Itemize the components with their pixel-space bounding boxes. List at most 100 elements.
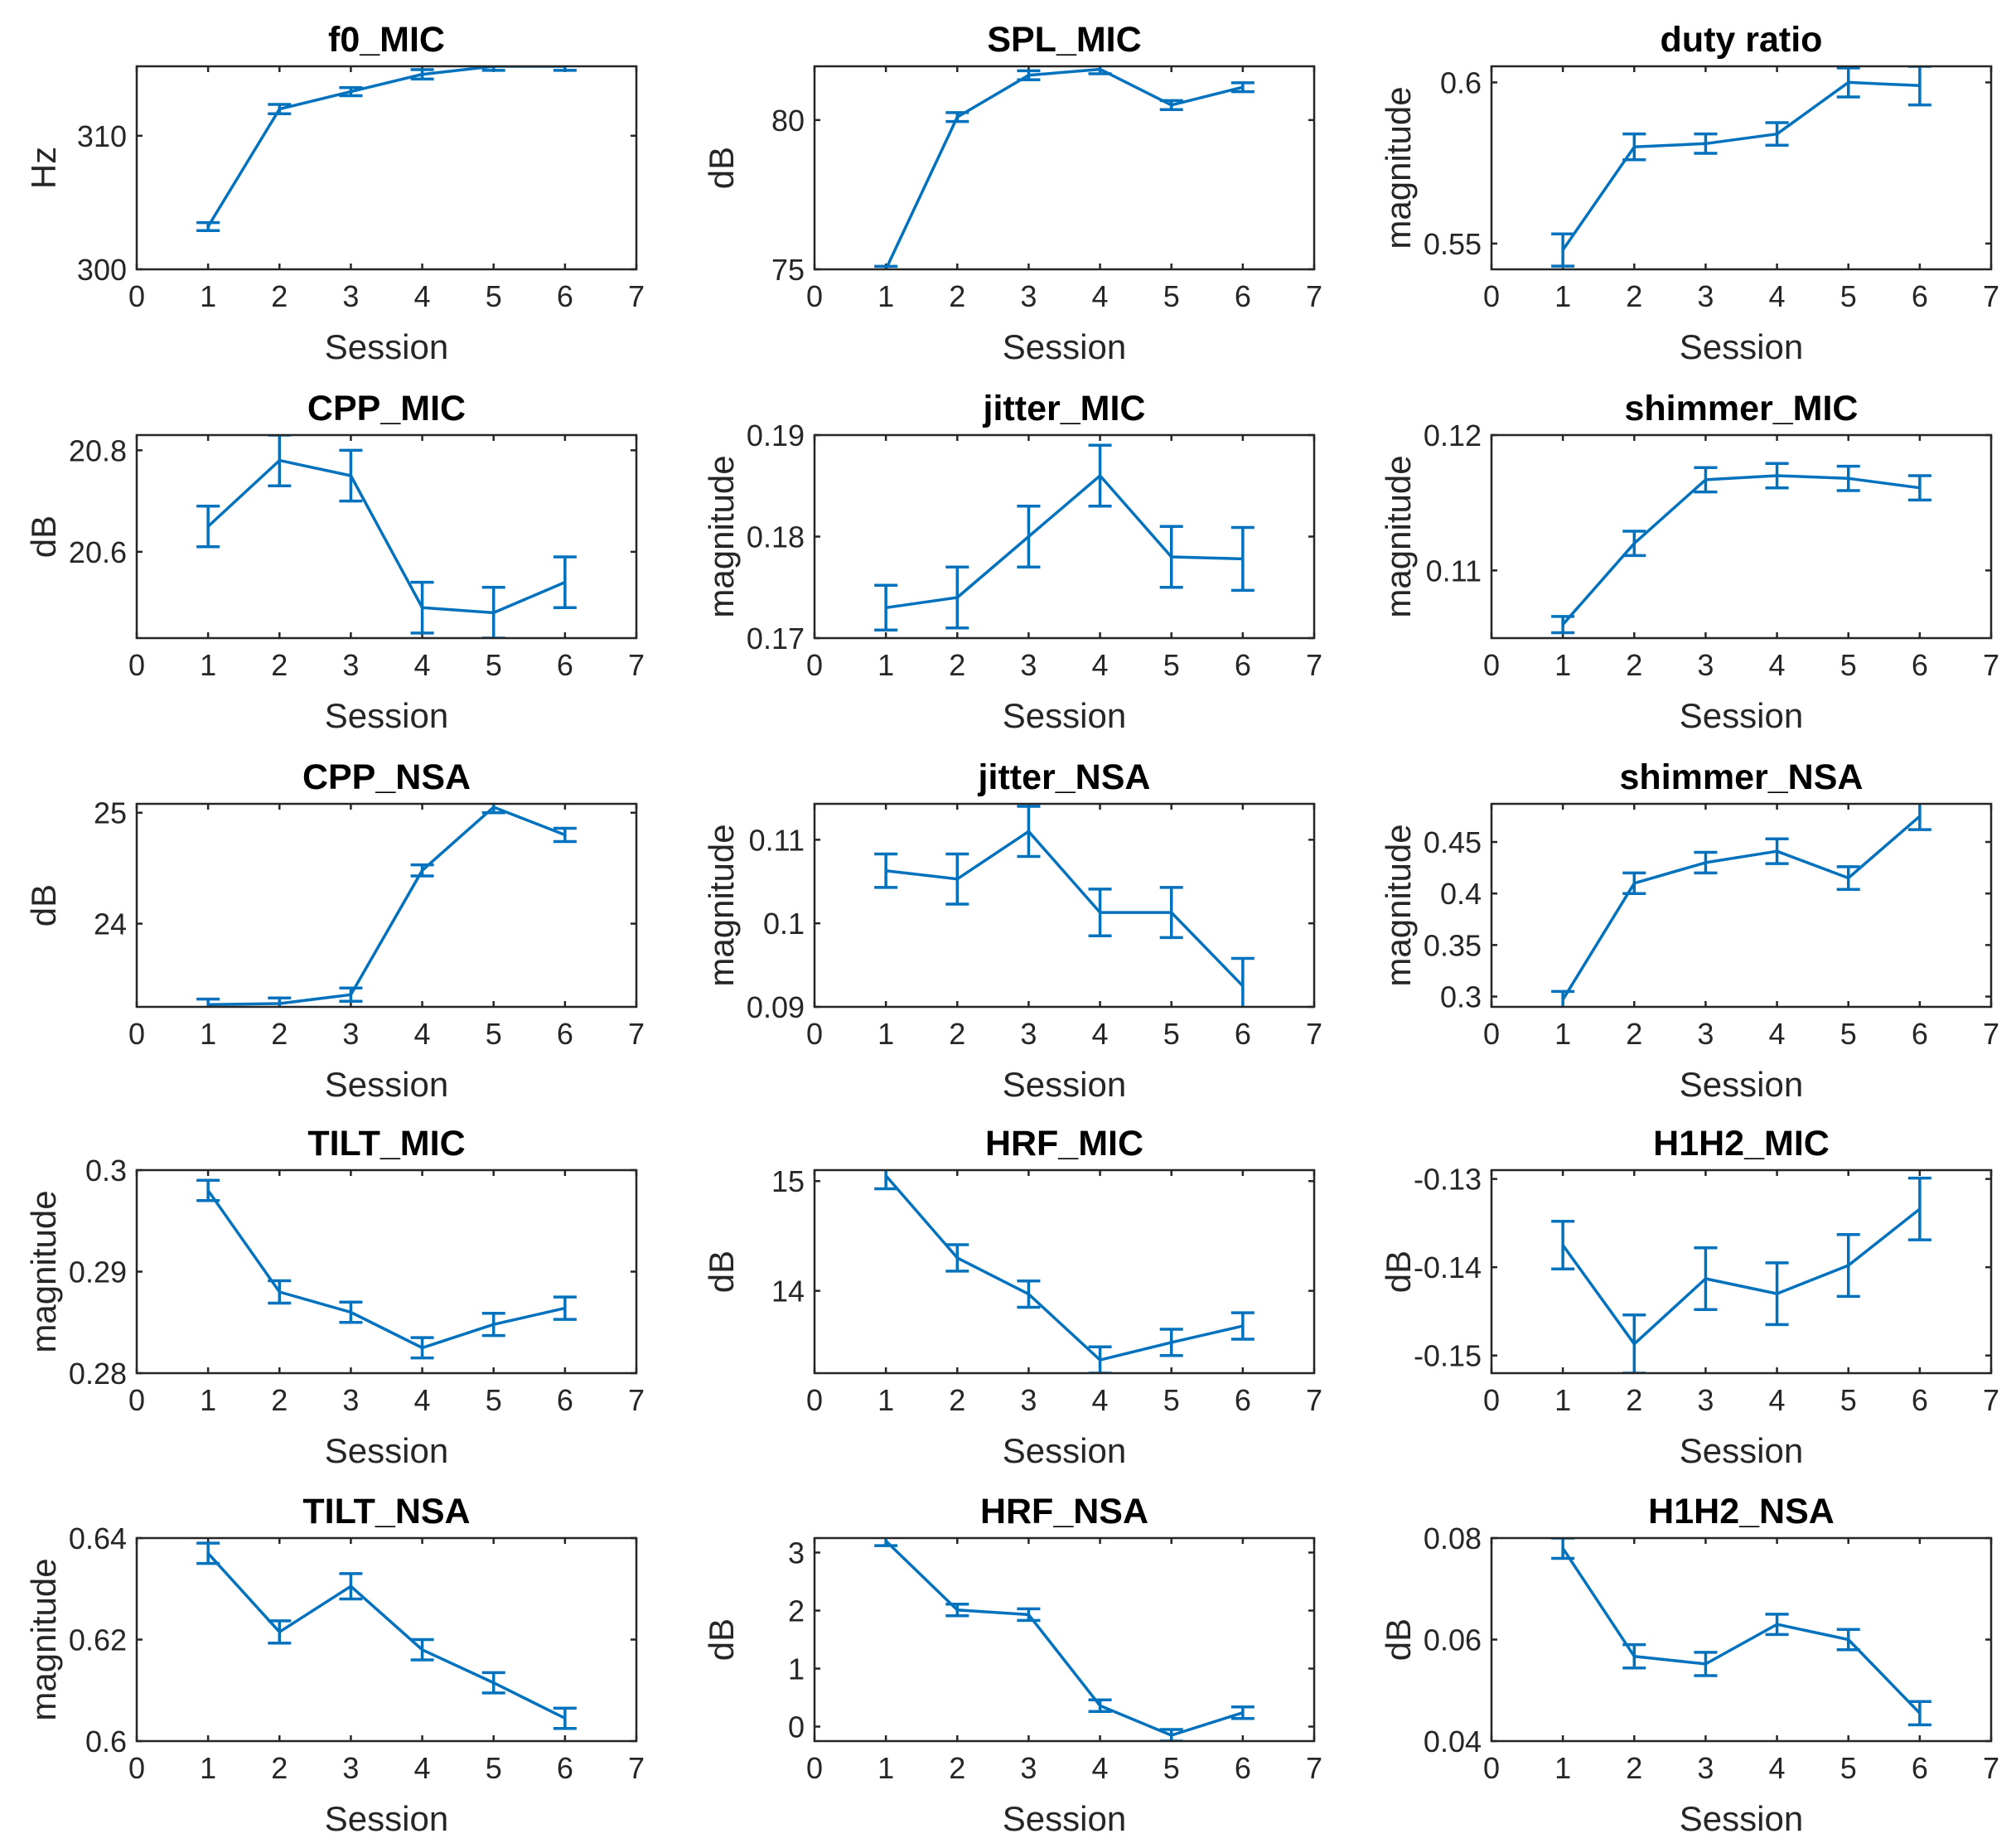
chart-cpp-nsa-ylabel: dB — [24, 884, 63, 926]
chart-shimmer-mic-ytick-label: 0.11 — [1426, 554, 1482, 588]
chart-cpp-mic-axes-box — [135, 433, 638, 640]
chart-tilt-mic: TILT_MIC 0 1 2 3 4 5 6 7 0.28 0.29 0.3 Session magnit… — [24, 1124, 645, 1470]
chart-hrf-nsa-xtick-label: 7 — [1306, 1751, 1322, 1785]
chart-duty-ratio-xtick-label: 6 — [1912, 279, 1928, 313]
chart-hrf-nsa-data — [874, 1538, 1255, 1741]
chart-jitter-nsa-axes-box — [813, 802, 1316, 1009]
chart-tilt-mic-xlabel: Session — [325, 1431, 448, 1470]
chart-cpp-mic-series-line — [206, 458, 566, 615]
chart-h1h2-mic-xtick-label: 1 — [1554, 1383, 1571, 1417]
chart-tilt-nsa-data — [196, 1541, 577, 1730]
chart-shimmer-mic-ytick-label: 0.12 — [1424, 418, 1482, 452]
chart-hrf-mic-xlabel: Session — [1003, 1431, 1126, 1470]
chart-shimmer-nsa-ytick-label: 0.35 — [1424, 928, 1482, 962]
chart-duty-ratio-ylabel: magnitude — [1379, 86, 1418, 249]
chart-duty-ratio: duty ratio 0 1 2 3 4 5 6 7 0.55 0.6 Session magnitud… — [1379, 20, 1999, 366]
chart-shimmer-mic-ylabel: magnitude — [1379, 455, 1418, 617]
chart-h1h2-mic-ytick-label: -0.15 — [1414, 1339, 1482, 1373]
chart-tilt-mic-axes-box — [135, 1168, 638, 1375]
chart-tilt-nsa-ytick-label: 0.6 — [85, 1725, 127, 1759]
chart-hrf-nsa-series-line — [884, 1540, 1244, 1737]
chart-h1h2-mic-xtick-label: 5 — [1840, 1383, 1857, 1417]
chart-shimmer-nsa: shimmer_NSA 0 1 2 3 4 5 6 7 0.3 0.35 0.4 0.45 Session… — [1379, 757, 1999, 1104]
chart-spl-mic: SPL_MIC 0 1 2 3 4 5 6 7 75 80 Session dB — [702, 20, 1322, 366]
chart-f0-mic-title: f0_MIC — [328, 20, 445, 60]
chart-cpp-mic-xtick-label: 1 — [200, 648, 216, 682]
chart-hrf-nsa-xlabel: Session — [1003, 1799, 1126, 1838]
chart-spl-mic-ytick-label: 80 — [771, 104, 805, 138]
chart-jitter-nsa-series-line — [885, 830, 1245, 988]
chart-shimmer-nsa-ytick-label: 0.3 — [1440, 980, 1482, 1014]
chart-h1h2-nsa-ytick-label: 0.04 — [1424, 1725, 1482, 1759]
chart-hrf-mic-xtick-label: 3 — [1020, 1383, 1037, 1417]
chart-cpp-mic-xtick-label: 2 — [271, 648, 288, 682]
chart-tilt-nsa-ylabel: magnitude — [24, 1558, 63, 1720]
chart-tilt-nsa-xtick-label: 3 — [342, 1751, 359, 1785]
chart-shimmer-nsa-xtick-label: 3 — [1697, 1017, 1714, 1051]
chart-cpp-nsa-xtick-label: 6 — [557, 1017, 573, 1051]
chart-h1h2-mic: H1H2_MIC 0 1 2 3 4 5 6 7 -0.15 -0.14 -0.13 Session dB — [1379, 1124, 1999, 1470]
chart-shimmer-nsa-title: shimmer_NSA — [1620, 757, 1864, 797]
chart-hrf-mic-series-line — [884, 1174, 1244, 1362]
chart-shimmer-nsa-series-line — [1561, 815, 1922, 1001]
chart-hrf-mic-title: HRF_MIC — [985, 1124, 1143, 1163]
chart-tilt-nsa-title: TILT_NSA — [302, 1492, 470, 1531]
chart-spl-mic-data — [874, 66, 1255, 269]
chart-duty-ratio-ytick-label: 0.6 — [1440, 65, 1482, 99]
chart-h1h2-mic-xtick-label: 0 — [1483, 1383, 1500, 1417]
chart-h1h2-nsa-series-line — [1561, 1547, 1922, 1715]
chart-h1h2-mic-xtick-label: 6 — [1912, 1383, 1928, 1417]
chart-duty-ratio-data — [1551, 66, 1931, 268]
chart-jitter-nsa-xtick-label: 7 — [1306, 1017, 1322, 1051]
chart-shimmer-mic-xtick-label: 3 — [1697, 648, 1714, 682]
chart-hrf-mic-data — [874, 1170, 1255, 1373]
chart-shimmer-mic-axes-box — [1490, 433, 1993, 640]
chart-f0-mic-xtick-label: 1 — [200, 279, 216, 313]
chart-hrf-mic-xtick-label: 4 — [1092, 1383, 1109, 1417]
chart-spl-mic-xtick-label: 7 — [1306, 279, 1322, 313]
chart-shimmer-mic-xtick-label: 6 — [1912, 648, 1928, 682]
chart-hrf-mic-xtick-label: 5 — [1163, 1383, 1180, 1417]
chart-tilt-mic-xtick-label: 1 — [200, 1383, 216, 1417]
chart-cpp-mic: CPP_MIC 0 1 2 3 4 5 6 7 20.6 20.8 Session dB — [24, 389, 645, 735]
chart-hrf-nsa: HRF_NSA 0 1 2 3 4 5 6 7 0 1 2 3 Session dB — [702, 1492, 1322, 1838]
chart-f0-mic-series-line — [206, 66, 565, 228]
chart-hrf-nsa-ylabel: dB — [702, 1618, 741, 1661]
chart-h1h2-mic-ylabel: dB — [1379, 1251, 1418, 1293]
chart-jitter-nsa-xtick-label: 1 — [877, 1017, 894, 1051]
chart-f0-mic-xtick-label: 4 — [414, 279, 431, 313]
chart-cpp-nsa: CPP_NSA 0 1 2 3 4 5 6 7 24 25 Session dB — [24, 757, 645, 1104]
chart-shimmer-nsa-ytick-label: 0.45 — [1424, 825, 1482, 859]
chart-hrf-mic-xtick-label: 0 — [806, 1383, 823, 1417]
chart-shimmer-nsa-xtick-label: 1 — [1554, 1017, 1571, 1051]
chart-cpp-mic-title: CPP_MIC — [307, 389, 466, 428]
chart-hrf-nsa-xtick-label: 2 — [949, 1751, 965, 1785]
chart-h1h2-mic-xtick-label: 3 — [1697, 1383, 1714, 1417]
chart-shimmer-nsa-ytick-label: 0.4 — [1440, 877, 1482, 911]
chart-f0-mic-ylabel: Hz — [24, 147, 63, 189]
chart-jitter-mic-xtick-label: 6 — [1235, 648, 1251, 682]
chart-hrf-nsa-xtick-label: 3 — [1020, 1751, 1037, 1785]
chart-shimmer-mic: shimmer_MIC 0 1 2 3 4 5 6 7 0.11 0.12 Session magnit… — [1379, 389, 1999, 735]
chart-spl-mic-xlabel: Session — [1003, 327, 1126, 366]
chart-jitter-nsa-xtick-label: 6 — [1235, 1017, 1251, 1051]
chart-jitter-nsa: jitter_NSA 0 1 2 3 4 5 6 7 0.09 0.1 0.11 Session magn… — [702, 757, 1322, 1104]
chart-h1h2-nsa-title: H1H2_NSA — [1648, 1492, 1835, 1531]
chart-shimmer-mic-xlabel: Session — [1680, 696, 1803, 735]
chart-cpp-nsa-xtick-label: 7 — [628, 1017, 645, 1051]
chart-jitter-nsa-title: jitter_NSA — [978, 757, 1151, 797]
chart-h1h2-nsa-xlabel: Session — [1680, 1799, 1803, 1838]
chart-cpp-mic-ytick-label: 20.6 — [69, 535, 127, 569]
chart-h1h2-mic-axes-box — [1490, 1168, 1993, 1375]
chart-shimmer-mic-xtick-label: 1 — [1554, 648, 1571, 682]
chart-f0-mic-xtick-label: 6 — [557, 279, 573, 313]
chart-tilt-nsa: TILT_NSA 0 1 2 3 4 5 6 7 0.6 0.62 0.64 Session magnit… — [24, 1492, 645, 1838]
chart-spl-mic-xtick-label: 6 — [1235, 279, 1251, 313]
chart-tilt-mic-ytick-label: 0.28 — [69, 1357, 127, 1391]
chart-hrf-mic-ylabel: dB — [702, 1251, 741, 1293]
chart-f0-mic-ytick-label: 310 — [77, 119, 127, 153]
chart-tilt-mic-data — [196, 1178, 577, 1360]
chart-f0-mic-ytick-label: 300 — [77, 253, 127, 287]
chart-cpp-nsa-xlabel: Session — [325, 1065, 448, 1104]
chart-shimmer-nsa-xtick-label: 4 — [1769, 1017, 1786, 1051]
